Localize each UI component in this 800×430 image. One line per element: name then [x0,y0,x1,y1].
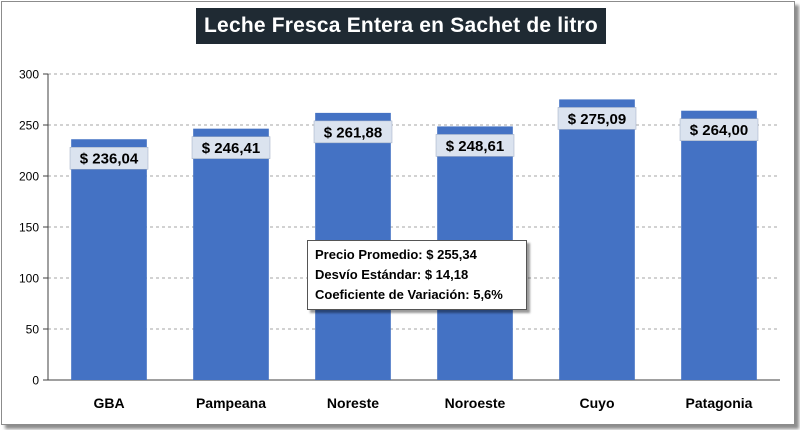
data-label-box [191,136,271,159]
data-label-box [679,118,759,141]
data-label: $ 264,00 [690,122,748,139]
data-label-box [69,146,149,170]
x-tick-label: Cuyo [580,395,615,411]
y-tick-label: 0 [32,374,39,388]
y-tick-label: 100 [19,272,39,286]
data-label: $ 248,61 [446,138,504,155]
data-label: $ 261,88 [324,124,382,141]
y-tick-label: 300 [19,68,39,82]
data-label: $ 275,09 [568,111,626,128]
chart-title: Leche Fresca Entera en Sachet de litro [196,8,606,44]
data-label-box [313,120,393,144]
y-tick-label: 200 [19,170,39,184]
stats-stddev: Desvío Estándar: $ 14,18 [315,267,469,282]
stats-average: Precio Promedio: $ 255,34 [315,247,477,262]
bar [71,139,147,380]
x-tick-label: GBA [93,395,124,411]
data-label-box [557,107,637,130]
stats-annotation: Precio Promedio: $ 255,34 Desvío Estánda… [307,240,527,310]
y-tick-label: 50 [26,323,40,337]
data-label: $ 236,04 [80,151,139,168]
bar [559,99,635,380]
stats-cv: Coeficiente de Variación: 5,6% [315,287,503,302]
data-label: $ 246,41 [202,140,260,157]
y-tick-label: 250 [19,119,39,133]
bar [193,128,269,380]
x-tick-label: Noroeste [445,395,506,411]
x-tick-label: Noreste [327,395,379,411]
y-tick-label: 150 [19,221,39,235]
data-label-box [435,134,515,157]
bar [681,110,757,380]
x-tick-label: Patagonia [686,395,753,411]
x-tick-label: Pampeana [196,395,266,411]
